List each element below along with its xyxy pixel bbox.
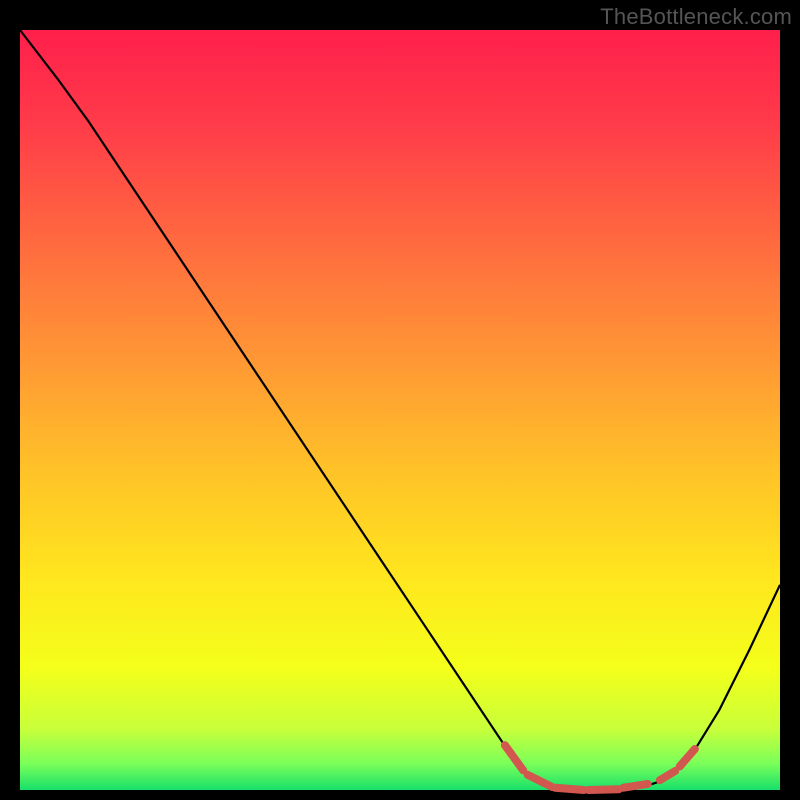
chart-stage: TheBottleneck.com bbox=[0, 0, 800, 800]
highlight-segment bbox=[555, 788, 584, 790]
plot-background bbox=[20, 30, 780, 790]
highlight-segment bbox=[588, 789, 618, 790]
highlight-segment bbox=[623, 784, 647, 788]
bottleneck-curve-chart bbox=[0, 0, 800, 800]
